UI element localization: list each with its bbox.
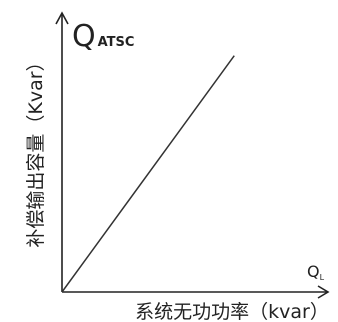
x-axis-symbol-main: Q [307, 262, 320, 281]
y-axis-arrow [55, 11, 69, 25]
y-axis-label: 补偿输出容量（Kvar） [25, 52, 47, 247]
series-line [61, 55, 235, 293]
y-axis-symbol-main: Q [72, 19, 96, 54]
x-axis-symbol: QL [307, 262, 325, 282]
y-axis-symbol: Q ATSC [72, 19, 134, 54]
x-axis-symbol-sub: L [320, 273, 325, 282]
x-axis-arrow [317, 285, 330, 299]
y-axis-symbol-sub: ATSC [98, 35, 135, 50]
x-axis-label: 系统无功功率（kvar） [135, 301, 329, 322]
